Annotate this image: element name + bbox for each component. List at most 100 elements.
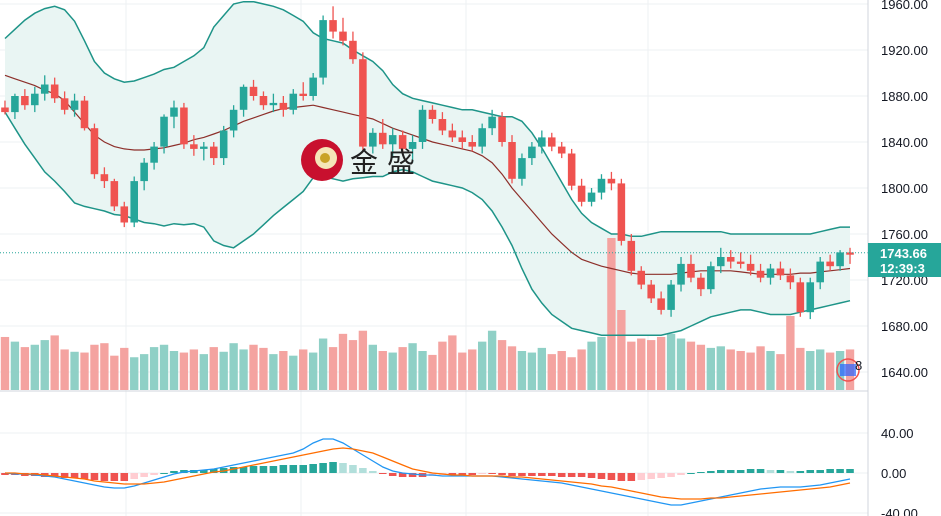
candle-body	[478, 128, 486, 147]
candle-body	[408, 142, 417, 149]
volume-bar	[676, 338, 686, 390]
candle-body	[717, 257, 725, 267]
candle	[1, 100, 9, 115]
volume-bar	[110, 355, 119, 390]
jinsheng-logo: 金 盛	[301, 139, 415, 181]
volume-bar	[30, 344, 39, 390]
candle-body	[528, 146, 536, 159]
volume-bar	[497, 340, 507, 390]
volume-bar	[816, 349, 825, 390]
volume-bar	[468, 349, 477, 390]
candle	[627, 234, 636, 276]
volume-bar	[169, 351, 179, 390]
price-tick-label: 1840.00	[881, 135, 928, 150]
candle	[269, 93, 278, 113]
volume-bar	[766, 351, 775, 390]
macd-histogram-bar	[200, 470, 208, 473]
last-price-tag-bg	[868, 243, 941, 277]
macd-histogram-bar	[60, 473, 69, 478]
candle	[120, 201, 129, 228]
volume-bar	[716, 346, 725, 390]
volume-bar	[209, 347, 218, 390]
volume-bar	[358, 330, 368, 390]
volume-bar	[666, 333, 676, 390]
candle	[458, 130, 467, 149]
candle-body	[150, 146, 158, 163]
volume-bar	[249, 344, 258, 390]
logo-mark-dot-icon	[320, 153, 330, 163]
candle	[190, 135, 198, 156]
volume-bar	[0, 336, 10, 390]
volume-bar	[100, 343, 109, 390]
candle	[816, 257, 824, 290]
volume-bar	[577, 349, 586, 390]
macd-histogram-bar	[408, 473, 417, 477]
candle-body	[90, 128, 99, 175]
volume-bar	[736, 351, 745, 390]
volume-bar	[617, 310, 626, 390]
volume-bar	[746, 352, 755, 390]
macd-histogram-bar	[498, 473, 506, 475]
macd-histogram-bar	[557, 473, 566, 477]
candle-body	[388, 135, 397, 145]
candle	[766, 263, 775, 285]
macd-axis[interactable]: 40.00 0.00 -40.00	[881, 426, 918, 516]
candle-body	[438, 119, 447, 131]
indicator-badge[interactable]: 8	[836, 358, 862, 382]
candle-body	[80, 100, 89, 129]
candle	[289, 89, 298, 115]
volume-bar	[487, 330, 497, 390]
candle	[836, 250, 844, 271]
candle-body	[209, 146, 218, 159]
price-axis[interactable]: 1960.00 1920.00 1880.00 1840.00 1800.00 1760.…	[867, 0, 928, 516]
candle	[677, 257, 685, 292]
volume-bar	[40, 340, 49, 390]
macd-histogram-bar	[468, 473, 477, 475]
candle-body	[667, 284, 675, 310]
candle-body	[597, 178, 606, 193]
macd-histogram-bar	[756, 469, 765, 473]
macd-histogram-bar	[398, 473, 407, 477]
candle-body	[11, 96, 19, 113]
volume-bar	[428, 354, 437, 390]
macd-histogram-bar	[736, 470, 745, 473]
macd-histogram-bar	[687, 473, 695, 474]
macd-histogram-bar	[816, 470, 824, 473]
volume-bar	[517, 351, 527, 390]
price-tick-label: 1920.00	[881, 43, 928, 58]
volume-bar	[686, 341, 696, 390]
candle	[418, 105, 427, 149]
price-tick-label: 1680.00	[881, 319, 928, 334]
macd-histogram-bar	[140, 473, 148, 477]
macd-histogram-bar	[319, 463, 327, 473]
volume-bar	[179, 352, 189, 390]
bar-countdown: 12:39:3	[880, 261, 925, 276]
volume-bar	[408, 343, 417, 390]
volume-bar	[786, 316, 795, 390]
volume-bar	[259, 347, 268, 390]
candle-body	[229, 109, 238, 131]
candle-body	[577, 185, 586, 202]
candle-body	[458, 137, 467, 142]
candle-body	[707, 266, 715, 290]
candle-body	[339, 31, 347, 41]
candle	[726, 250, 735, 269]
macd-histogram-bar	[528, 473, 536, 476]
macd-histogram-bar	[707, 471, 715, 473]
candle	[80, 96, 89, 131]
indicator-badge-icon[interactable]	[836, 358, 860, 382]
candle	[776, 261, 785, 280]
candle	[796, 277, 805, 317]
macd-histogram-bar	[160, 473, 168, 474]
price-tick-label: 1760.00	[881, 227, 928, 242]
macd-histogram-bar	[448, 473, 457, 475]
candle-body	[697, 277, 705, 290]
macd-histogram-bar	[80, 473, 89, 479]
candle-body	[200, 146, 208, 149]
macd-histogram-bar	[508, 473, 516, 476]
volume-bar	[537, 347, 547, 390]
volume-bar	[726, 349, 735, 390]
price-tick-label: 1960.00	[881, 0, 928, 12]
candle	[518, 153, 526, 186]
